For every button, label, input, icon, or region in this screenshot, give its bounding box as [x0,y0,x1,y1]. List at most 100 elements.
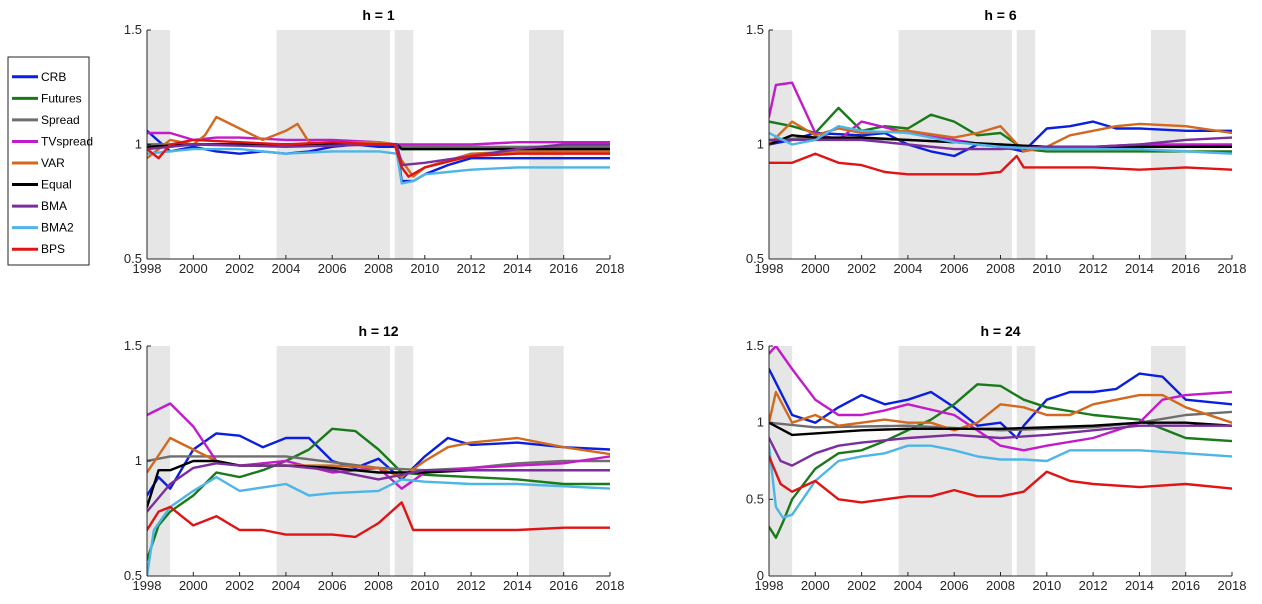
series-line-equal [769,421,1232,437]
x-tick-label: 2018 [1218,261,1247,276]
x-tick-label: 2016 [1171,578,1200,593]
chart-title: h = 24 [980,323,1020,339]
shaded-period [1150,346,1186,576]
legend-label-tvspread: TVspread [41,134,93,148]
y-tick-label: 1 [135,137,142,152]
chart-panel-3: 1998 2000 2002 2004 2006 2008 2010 2012 2014 2016… [124,323,625,593]
x-tick-label: 2014 [503,261,532,276]
x-tick-label: 2006 [940,261,969,276]
series-line-var [147,436,610,479]
x-tick-label: 2006 [318,261,347,276]
x-tick-label: 2010 [410,261,439,276]
series-line-bma [769,424,1232,467]
x-tick-label: 2002 [847,261,876,276]
series-line-futures [769,383,1232,539]
series-line-var [769,390,1232,432]
shaded-period [394,346,414,576]
legend-label-bma: BMA [41,199,67,213]
y-tick-label: 1.5 [746,22,764,37]
x-tick-label: 2002 [225,261,254,276]
x-tick-label: 2010 [1032,261,1061,276]
series-line-spread [147,455,610,472]
x-tick-label: 2010 [410,578,439,593]
series-line-spread [769,410,1232,432]
x-tick-label: 2004 [893,261,922,276]
series-line-futures [769,106,1232,153]
series-line-bma2 [147,147,610,185]
y-tick-label: 1.5 [746,338,764,353]
legend-box [7,56,90,266]
series-line-bps [147,501,610,539]
x-tick-label: 2018 [596,578,625,593]
x-tick-label: 2018 [1218,578,1247,593]
legend-label-spread: Spread [41,113,80,127]
legend-label-var: VAR [41,156,65,170]
x-tick-label: 2004 [271,578,300,593]
x-tick-label: 2012 [457,261,486,276]
y-tick-label: 1 [757,415,764,430]
series-line-bma [769,136,1232,151]
x-tick-label: 2002 [847,578,876,593]
y-tick-label: 0.5 [124,568,142,583]
legend-label-bps: BPS [41,242,65,256]
series-line-bma2 [769,125,1232,155]
series-line-tvspread [769,346,1232,452]
legend-label-bma2: BMA2 [41,221,74,235]
y-tick-label: 0.5 [124,251,142,266]
x-tick-label: 1998 [133,578,162,593]
series-line-bps [769,455,1232,504]
x-tick-label: 2006 [940,578,969,593]
legend-label-equal: Equal [41,178,72,192]
y-tick-label: 1 [135,453,142,468]
x-tick-label: 2002 [225,578,254,593]
x-tick-label: 1998 [133,261,162,276]
x-tick-label: 2000 [179,578,208,593]
y-tick-label: 1.5 [124,338,142,353]
series-line-bma2 [147,475,610,576]
x-tick-label: 2016 [549,578,578,593]
x-tick-label: 2008 [986,578,1015,593]
legend-label-crb: CRB [41,70,66,84]
legend-label-futures: Futures [41,91,82,105]
chart-title: h = 1 [362,7,395,23]
shaded-period [1016,346,1036,576]
x-tick-label: 2000 [179,261,208,276]
y-tick-label: 0.5 [746,251,764,266]
x-tick-label: 2000 [801,261,830,276]
y-tick-label: 0.5 [746,491,764,506]
x-tick-label: 1998 [755,261,784,276]
x-tick-label: 2006 [318,578,347,593]
shaded-period [898,346,1013,576]
x-tick-label: 2014 [1125,578,1154,593]
x-tick-label: 1998 [755,578,784,593]
x-tick-label: 2012 [457,578,486,593]
legend: CRB Futures Spread TVspread VAR Equal BMA BMA2 B… [7,56,93,266]
series-line-bps [769,152,1232,176]
x-tick-label: 2016 [549,261,578,276]
y-tick-label: 0 [757,568,764,583]
chart-panel-1: 1998 2000 2002 2004 2006 2008 2010 2012 2014 2016… [124,7,625,276]
y-tick-label: 1 [757,137,764,152]
x-tick-label: 2010 [1032,578,1061,593]
x-tick-label: 2004 [271,261,300,276]
series-line-crb [769,367,1232,440]
series-line-bma [147,462,610,513]
x-tick-label: 2004 [893,578,922,593]
chart-title: h = 12 [358,323,398,339]
x-tick-label: 2012 [1079,261,1108,276]
x-tick-label: 2018 [596,261,625,276]
chart-panel-2: 1998 2000 2002 2004 2006 2008 2010 2012 2014 2016… [746,7,1247,276]
series-line-futures [147,427,610,562]
x-tick-label: 2016 [1171,261,1200,276]
chart-panel-4: 1998 2000 2002 2004 2006 2008 2010 2012 2014 2016… [746,323,1247,593]
x-tick-label: 2008 [364,578,393,593]
y-tick-label: 1.5 [124,22,142,37]
x-tick-label: 2008 [364,261,393,276]
x-tick-label: 2014 [503,578,532,593]
shaded-period [1016,30,1036,259]
series-line-bps [147,138,610,178]
chart-title: h = 6 [984,7,1017,23]
series-line-bma2 [769,444,1232,519]
x-tick-label: 2014 [1125,261,1154,276]
